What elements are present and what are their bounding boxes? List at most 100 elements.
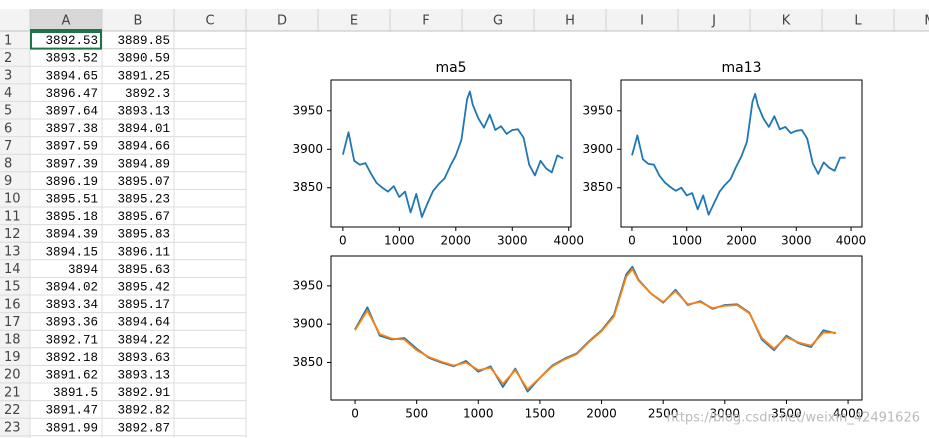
- cell-value[interactable]: 3895.42: [117, 280, 170, 294]
- row-header[interactable]: 20: [4, 368, 21, 383]
- row-header[interactable]: 3: [4, 69, 12, 84]
- row-header[interactable]: 11: [4, 209, 21, 224]
- cell-value[interactable]: 3893.13: [117, 368, 170, 382]
- cell-value[interactable]: 3891.62: [45, 368, 98, 382]
- row-header[interactable]: 19: [4, 350, 21, 365]
- x-tick-label: 3000: [710, 407, 741, 421]
- x-tick-label: 1000: [384, 234, 415, 248]
- cell-value[interactable]: 3895.67: [117, 210, 170, 224]
- cell-value[interactable]: 3892.91: [117, 386, 170, 400]
- cell-value[interactable]: 3895.83: [117, 228, 170, 242]
- y-tick-label: 3950: [582, 103, 613, 117]
- row-header[interactable]: 23: [4, 421, 21, 436]
- column-header[interactable]: M: [924, 14, 929, 29]
- column-header[interactable]: B: [134, 14, 143, 29]
- cell-value[interactable]: 3892.18: [45, 351, 98, 365]
- column-header[interactable]: H: [565, 14, 575, 29]
- cell-value[interactable]: 3897.39: [45, 157, 98, 171]
- row-header[interactable]: 14: [4, 262, 21, 277]
- cell-value[interactable]: 3894.39: [45, 228, 98, 242]
- row-header[interactable]: 17: [4, 315, 21, 330]
- row-header[interactable]: 10: [4, 192, 21, 207]
- column-header[interactable]: L: [854, 14, 862, 29]
- cell-value[interactable]: 3891.5: [53, 386, 98, 400]
- column-header[interactable]: G: [493, 14, 503, 29]
- y-tick-label: 3900: [292, 142, 323, 156]
- row-header[interactable]: 16: [4, 297, 21, 312]
- chart-title: ma13: [721, 60, 761, 76]
- row-header[interactable]: 13: [4, 245, 21, 260]
- row-header[interactable]: 1: [4, 33, 12, 48]
- cell-value[interactable]: 3893.34: [45, 298, 98, 312]
- chart-title: ma5: [435, 60, 466, 76]
- cell-value[interactable]: 3894.22: [117, 333, 170, 347]
- x-tick-label: 4000: [833, 407, 864, 421]
- column-header[interactable]: E: [350, 14, 358, 29]
- column-header[interactable]: K: [782, 14, 791, 29]
- cell-value[interactable]: 3893.63: [117, 351, 170, 365]
- cell-value[interactable]: 3894.65: [45, 69, 98, 83]
- cell-value[interactable]: 3889.85: [117, 34, 170, 48]
- row-header[interactable]: 9: [4, 174, 12, 189]
- cell-value[interactable]: 3893.52: [45, 52, 98, 66]
- row-header[interactable]: 22: [4, 403, 21, 418]
- row-header[interactable]: 12: [4, 227, 21, 242]
- cell-value[interactable]: 3895.07: [117, 175, 170, 189]
- cell-value[interactable]: 3895.63: [117, 263, 170, 277]
- cell-value[interactable]: 3897.64: [45, 104, 98, 118]
- row-header[interactable]: 5: [4, 104, 12, 119]
- column-header[interactable]: J: [711, 14, 716, 29]
- row-header[interactable]: 21: [4, 385, 21, 400]
- row-header[interactable]: 18: [4, 333, 21, 348]
- x-tick-label: 1000: [671, 234, 702, 248]
- cell-value[interactable]: 3894.02: [45, 280, 98, 294]
- series-line: [631, 93, 846, 216]
- row-header[interactable]: 15: [4, 280, 21, 295]
- cell-value[interactable]: 3891.25: [117, 69, 170, 83]
- cell-value[interactable]: 3897.59: [45, 140, 98, 154]
- cell-value[interactable]: 3890.59: [117, 52, 170, 66]
- cell-value[interactable]: 3895.51: [45, 192, 98, 206]
- cell-value[interactable]: 3893.13: [117, 104, 170, 118]
- cell-value[interactable]: 3895.23: [117, 192, 170, 206]
- cell-value[interactable]: 3893.36: [45, 316, 98, 330]
- column-header[interactable]: I: [640, 14, 644, 29]
- cell-value[interactable]: 3897.38: [45, 122, 98, 136]
- y-tick-label: 3950: [292, 103, 323, 117]
- column-header[interactable]: D: [277, 14, 287, 29]
- x-tick-label: 1000: [463, 407, 494, 421]
- y-tick-label: 3850: [292, 180, 323, 194]
- cell-value[interactable]: 3892.71: [45, 333, 98, 347]
- chart-area[interactable]: [247, 32, 929, 438]
- cell-value[interactable]: 3892.82: [117, 404, 170, 418]
- cell-value[interactable]: 3894.66: [117, 140, 170, 154]
- cell-value[interactable]: 3892.53: [45, 34, 98, 48]
- row-header[interactable]: 2: [4, 51, 12, 66]
- y-tick-label: 3850: [582, 180, 613, 194]
- cell-value[interactable]: 3894.89: [117, 157, 170, 171]
- cell-value[interactable]: 3896.19: [45, 175, 98, 189]
- cell-value[interactable]: 3894.01: [117, 122, 170, 136]
- cell-value[interactable]: 3894.15: [45, 245, 98, 259]
- cell-value[interactable]: 3894.64: [117, 316, 170, 330]
- cell-value[interactable]: 3892.3: [125, 87, 170, 101]
- x-tick-label: 3000: [781, 234, 812, 248]
- cell-value[interactable]: 3895.18: [45, 210, 98, 224]
- cell-value[interactable]: 3892.87: [117, 421, 170, 435]
- row-header[interactable]: 4: [4, 86, 12, 101]
- row-header[interactable]: 8: [4, 157, 12, 172]
- cell-value[interactable]: 3891.99: [45, 421, 98, 435]
- column-header[interactable]: C: [205, 14, 214, 29]
- cell-value[interactable]: 3896.47: [45, 87, 98, 101]
- row-header[interactable]: 7: [4, 139, 12, 154]
- cell-value[interactable]: 3896.11: [117, 245, 170, 259]
- column-header[interactable]: A: [62, 14, 71, 29]
- cell-value[interactable]: 3895.17: [117, 298, 170, 312]
- row-header[interactable]: 6: [4, 121, 12, 136]
- selected-cell[interactable]: [30, 31, 102, 50]
- plot-frame: [330, 255, 863, 401]
- column-header[interactable]: F: [422, 14, 429, 29]
- cell-value[interactable]: 3891.47: [45, 404, 98, 418]
- cell-value[interactable]: 3894: [68, 263, 98, 277]
